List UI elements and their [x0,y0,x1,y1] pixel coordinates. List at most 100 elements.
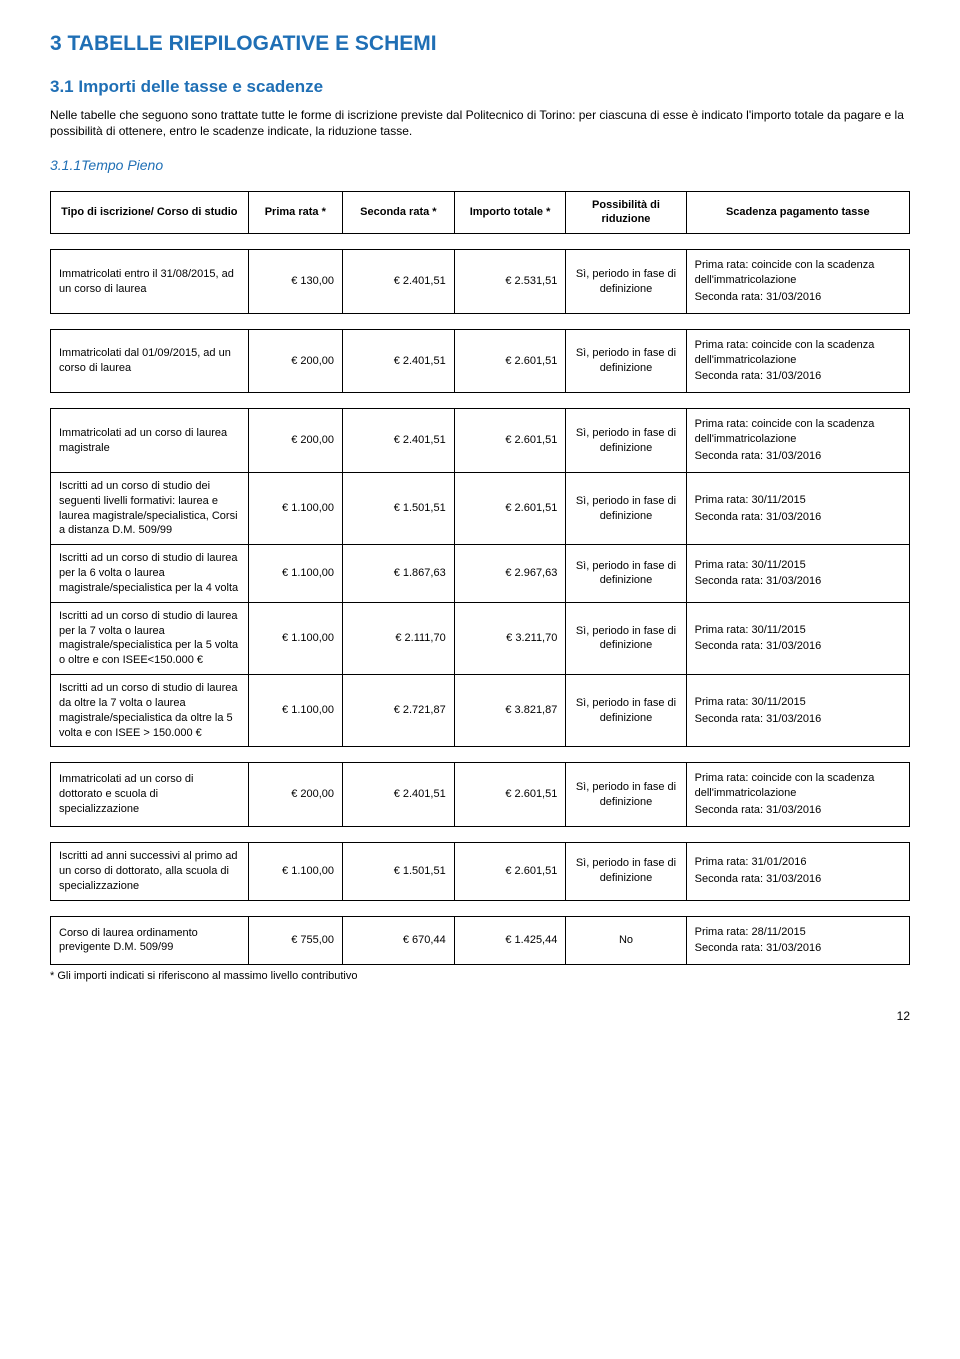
sub-heading: 3.1.1Tempo Pieno [50,156,910,175]
cell-desc: Iscritti ad un corso di studio dei segue… [51,472,249,544]
page-title: 3 TABELLE RIEPILOGATIVE E SCHEMI [50,30,910,58]
sched-seconda: Seconda rata: 31/03/2016 [695,941,901,956]
table-row: Iscritti ad un corso di studio dei segue… [51,472,910,544]
sched-prima: Prima rata: 31/01/2016 [695,855,901,870]
sched-seconda: Seconda rata: 31/03/2016 [695,639,901,654]
cell-seconda: € 2.401,51 [343,329,455,393]
table-row: Immatricolati ad un corso di laurea magi… [51,409,910,473]
sched-prima: Prima rata: coincide con la scadenza del… [695,258,901,288]
table-group: Iscritti ad anni successivi al primo ad … [51,827,910,901]
sched-prima: Prima rata: coincide con la scadenza del… [695,417,901,447]
cell-totale: € 2.601,51 [454,409,566,473]
cell-totale: € 3.211,70 [454,602,566,674]
cell-desc: Iscritti ad un corso di studio di laurea… [51,602,249,674]
cell-scadenza: Prima rata: 30/11/2015 Seconda rata: 31/… [686,675,909,747]
cell-seconda: € 2.721,87 [343,675,455,747]
sched-seconda: Seconda rata: 31/03/2016 [695,290,901,305]
col-tipo: Tipo di iscrizione/ Corso di studio [51,191,249,234]
cell-scadenza: Prima rata: 28/11/2015 Seconda rata: 31/… [686,916,909,965]
cell-prima: € 200,00 [248,409,342,473]
cell-totale: € 1.425,44 [454,916,566,965]
cell-riduzione: Sì, periodo in fase di definizione [566,545,686,603]
table-row: Iscritti ad un corso di studio di laurea… [51,602,910,674]
cell-scadenza: Prima rata: coincide con la scadenza del… [686,763,909,827]
table-row: Immatricolati dal 01/09/2015, ad un cors… [51,329,910,393]
cell-scadenza: Prima rata: 30/11/2015 Seconda rata: 31/… [686,602,909,674]
table-row: Immatricolati ad un corso di dottorato e… [51,763,910,827]
cell-seconda: € 1.501,51 [343,843,455,901]
sched-seconda: Seconda rata: 31/03/2016 [695,803,901,818]
sched-seconda: Seconda rata: 31/03/2016 [695,369,901,384]
table-head: Tipo di iscrizione/ Corso di studio Prim… [51,191,910,234]
cell-desc: Iscritti ad un corso di studio di laurea… [51,545,249,603]
page-number: 12 [50,1008,910,1024]
cell-riduzione: Sì, periodo in fase di definizione [566,763,686,827]
col-scadenza: Scadenza pagamento tasse [686,191,909,234]
cell-totale: € 3.821,87 [454,675,566,747]
col-totale: Importo totale * [454,191,566,234]
cell-scadenza: Prima rata: 31/01/2016 Seconda rata: 31/… [686,843,909,901]
cell-prima: € 1.100,00 [248,675,342,747]
col-riduzione: Possibilità di riduzione [566,191,686,234]
sched-seconda: Seconda rata: 31/03/2016 [695,510,901,525]
table-row: Immatricolati entro il 31/08/2015, ad un… [51,250,910,314]
cell-prima: € 1.100,00 [248,602,342,674]
cell-riduzione: No [566,916,686,965]
col-prima: Prima rata * [248,191,342,234]
sched-seconda: Seconda rata: 31/03/2016 [695,574,901,589]
cell-seconda: € 2.401,51 [343,250,455,314]
cell-riduzione: Sì, periodo in fase di definizione [566,409,686,473]
cell-scadenza: Prima rata: coincide con la scadenza del… [686,329,909,393]
cell-seconda: € 1.501,51 [343,472,455,544]
cell-riduzione: Sì, periodo in fase di definizione [566,329,686,393]
sched-prima: Prima rata: 30/11/2015 [695,695,901,710]
table-group: Immatricolati entro il 31/08/2015, ad un… [51,234,910,314]
cell-seconda: € 2.401,51 [343,763,455,827]
cell-scadenza: Prima rata: 30/11/2015 Seconda rata: 31/… [686,472,909,544]
cell-prima: € 755,00 [248,916,342,965]
table-row: Iscritti ad anni successivi al primo ad … [51,843,910,901]
cell-prima: € 200,00 [248,329,342,393]
cell-prima: € 1.100,00 [248,545,342,603]
col-seconda: Seconda rata * [343,191,455,234]
intro-text: Nelle tabelle che seguono sono trattate … [50,107,910,139]
cell-prima: € 130,00 [248,250,342,314]
footnote: * Gli importi indicati si riferiscono al… [50,969,910,984]
cell-riduzione: Sì, periodo in fase di definizione [566,602,686,674]
sched-prima: Prima rata: 30/11/2015 [695,493,901,508]
cell-totale: € 2.601,51 [454,763,566,827]
cell-riduzione: Sì, periodo in fase di definizione [566,843,686,901]
sched-seconda: Seconda rata: 31/03/2016 [695,872,901,887]
table-row: Iscritti ad un corso di studio di laurea… [51,545,910,603]
table-group: Immatricolati ad un corso di laurea magi… [51,393,910,747]
cell-totale: € 2.601,51 [454,329,566,393]
cell-seconda: € 670,44 [343,916,455,965]
cell-totale: € 2.601,51 [454,843,566,901]
cell-desc: Immatricolati ad un corso di laurea magi… [51,409,249,473]
cell-prima: € 1.100,00 [248,472,342,544]
cell-desc: Iscritti ad anni successivi al primo ad … [51,843,249,901]
section-heading: 3.1 Importi delle tasse e scadenze [50,76,910,99]
cell-totale: € 2.601,51 [454,472,566,544]
cell-riduzione: Sì, periodo in fase di definizione [566,250,686,314]
sched-seconda: Seconda rata: 31/03/2016 [695,712,901,727]
cell-scadenza: Prima rata: coincide con la scadenza del… [686,409,909,473]
cell-seconda: € 1.867,63 [343,545,455,603]
cell-riduzione: Sì, periodo in fase di definizione [566,675,686,747]
cell-seconda: € 2.401,51 [343,409,455,473]
sched-prima: Prima rata: coincide con la scadenza del… [695,771,901,801]
tasse-table: Tipo di iscrizione/ Corso di studio Prim… [50,191,910,966]
cell-riduzione: Sì, periodo in fase di definizione [566,472,686,544]
cell-scadenza: Prima rata: 30/11/2015 Seconda rata: 31/… [686,545,909,603]
cell-desc: Immatricolati entro il 31/08/2015, ad un… [51,250,249,314]
table-row: Iscritti ad un corso di studio di laurea… [51,675,910,747]
cell-desc: Corso di laurea ordinamento previgente D… [51,916,249,965]
cell-desc: Iscritti ad un corso di studio di laurea… [51,675,249,747]
table-group: Immatricolati ad un corso di dottorato e… [51,747,910,827]
sched-prima: Prima rata: 30/11/2015 [695,558,901,573]
cell-totale: € 2.531,51 [454,250,566,314]
sched-seconda: Seconda rata: 31/03/2016 [695,449,901,464]
sched-prima: Prima rata: 28/11/2015 [695,925,901,940]
sched-prima: Prima rata: 30/11/2015 [695,623,901,638]
cell-seconda: € 2.111,70 [343,602,455,674]
